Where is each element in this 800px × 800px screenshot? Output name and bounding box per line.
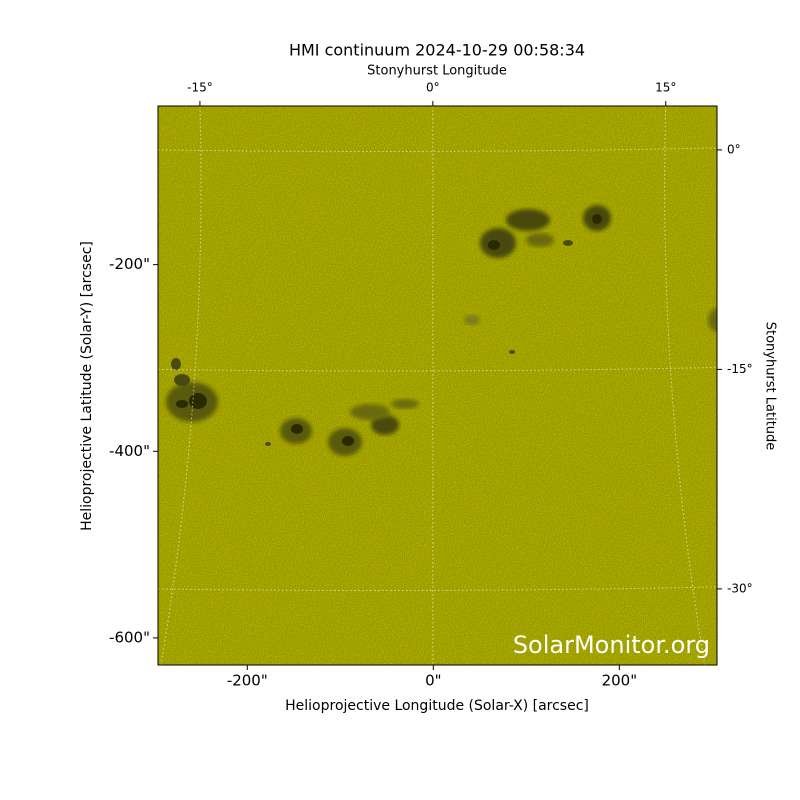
x-tick-label: 0" <box>425 672 441 690</box>
x2-axis-label: Stonyhurst Longitude <box>367 64 507 79</box>
sunspots <box>166 205 717 456</box>
x-axis-label: Helioprojective Longitude (Solar-X) [arc… <box>285 698 589 714</box>
y-tick-label: -400" <box>109 442 150 460</box>
y-axis-label: Helioprojective Latitude (Solar-Y) [arcs… <box>79 241 95 531</box>
watermark: SolarMonitor.org <box>513 631 710 659</box>
y-tick-label: -600" <box>109 628 150 646</box>
y2-axis-label: Stonyhurst Latitude <box>763 322 778 451</box>
image-texture <box>158 106 717 665</box>
x-tick-label: 200" <box>602 672 638 690</box>
grid-line <box>158 586 717 592</box>
grid-line <box>158 147 717 152</box>
plot-frame <box>157 105 718 666</box>
x-tick-label: -200" <box>227 672 268 690</box>
x2-tick-label: -15° <box>187 81 213 95</box>
grid-line <box>158 366 717 372</box>
y-tick-label: -200" <box>109 255 150 273</box>
x2-tick-label: 15° <box>655 81 676 95</box>
y2-tick-label: 0° <box>727 142 741 156</box>
chart-title: HMI continuum 2024-10-29 00:58:34 <box>289 41 585 60</box>
x2-tick-label: 0° <box>426 81 440 95</box>
y2-tick-label: -15° <box>727 362 753 376</box>
y2-tick-label: -30° <box>727 581 753 595</box>
